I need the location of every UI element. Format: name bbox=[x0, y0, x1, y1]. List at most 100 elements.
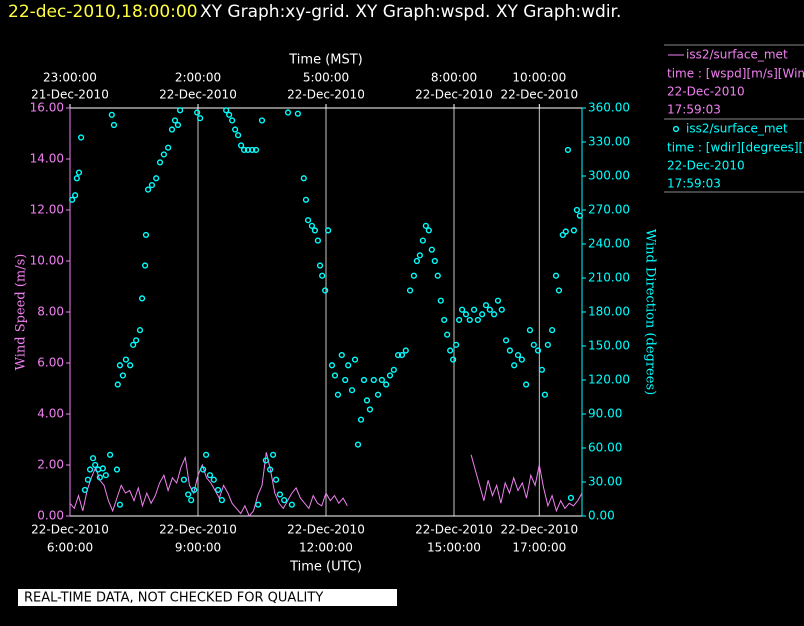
direction-point bbox=[456, 316, 463, 324]
direction-point bbox=[311, 227, 319, 234]
direction-point bbox=[171, 117, 179, 124]
direction-point bbox=[479, 311, 486, 318]
y2-tick-label: 180.00 bbox=[588, 305, 630, 319]
x2-tick-label: 22-Dec-2010 bbox=[159, 88, 237, 102]
direction-point bbox=[223, 107, 230, 114]
direction-point bbox=[308, 222, 316, 229]
direction-point bbox=[428, 246, 435, 253]
direction-point bbox=[541, 391, 548, 398]
legend-detail: 22-Dec-2010 bbox=[667, 159, 745, 173]
direction-point bbox=[366, 406, 374, 413]
direction-point bbox=[75, 169, 83, 176]
direction-point bbox=[410, 272, 417, 279]
direction-point bbox=[84, 476, 92, 483]
direction-point bbox=[322, 287, 329, 294]
direction-point bbox=[113, 466, 121, 473]
direction-point bbox=[470, 306, 478, 313]
direction-point bbox=[374, 391, 382, 398]
direction-point bbox=[269, 451, 277, 458]
x-tick-label: 12:00:00 bbox=[299, 541, 353, 555]
direction-point bbox=[390, 366, 397, 373]
x2-tick-label: 23:00:00 bbox=[43, 71, 97, 85]
direction-point bbox=[262, 457, 269, 464]
direction-point bbox=[378, 376, 385, 384]
direction-point bbox=[218, 497, 225, 504]
direction-point bbox=[116, 362, 124, 369]
y-tick-label: 4.00 bbox=[37, 407, 64, 421]
direction-point bbox=[119, 372, 127, 379]
y-axis-label: Wind Speed (m/s) bbox=[14, 254, 29, 371]
direction-point bbox=[459, 306, 466, 313]
direction-point bbox=[133, 337, 140, 344]
direction-point bbox=[99, 465, 106, 472]
y-tick-label: 0.00 bbox=[37, 509, 64, 523]
direction-point bbox=[494, 297, 502, 304]
speed-line bbox=[69, 452, 348, 517]
direction-point bbox=[252, 146, 260, 154]
x-tick-label: 22-Dec-2010 bbox=[500, 523, 578, 537]
direction-point bbox=[338, 351, 345, 359]
direction-point bbox=[114, 381, 121, 388]
direction-point bbox=[502, 337, 510, 344]
direction-point bbox=[176, 107, 184, 114]
legend-detail: time : [wspd][m/s][Wind bbox=[667, 67, 804, 81]
y2-tick-label: 30.00 bbox=[588, 475, 622, 489]
direction-point bbox=[72, 192, 79, 199]
direction-point bbox=[447, 347, 454, 354]
direction-point bbox=[573, 206, 580, 214]
direction-point bbox=[370, 376, 377, 384]
direction-point bbox=[511, 362, 518, 369]
direction-point bbox=[419, 237, 426, 244]
direction-point bbox=[130, 341, 137, 348]
direction-point bbox=[141, 262, 149, 269]
direction-point bbox=[462, 311, 470, 318]
y2-tick-label: 120.00 bbox=[588, 373, 630, 387]
footer-box bbox=[18, 589, 397, 606]
x-tick-label: 22-Dec-2010 bbox=[287, 523, 365, 537]
x2-tick-label: 22-Dec-2010 bbox=[287, 88, 365, 102]
y2-tick-label: 330.00 bbox=[588, 135, 630, 149]
direction-point bbox=[523, 381, 530, 388]
x-tick-label: 9:00:00 bbox=[175, 541, 221, 555]
direction-point bbox=[156, 159, 164, 166]
direction-point bbox=[334, 391, 342, 398]
x2-axis-label: Time (MST) bbox=[288, 53, 363, 68]
direction-point bbox=[325, 227, 332, 234]
direction-point bbox=[272, 476, 280, 483]
direction-point bbox=[526, 327, 534, 334]
direction-point bbox=[235, 132, 242, 139]
y-tick-label: 14.00 bbox=[30, 152, 64, 166]
direction-point bbox=[444, 331, 451, 338]
direction-point bbox=[474, 316, 481, 324]
direction-point bbox=[249, 146, 256, 154]
direction-point bbox=[559, 231, 566, 239]
direction-point bbox=[304, 217, 312, 224]
direction-point bbox=[342, 376, 349, 384]
direction-point bbox=[197, 115, 204, 122]
y2-tick-label: 210.00 bbox=[588, 271, 630, 285]
direction-point bbox=[174, 121, 182, 129]
direction-point bbox=[288, 501, 295, 508]
y-tick-label: 10.00 bbox=[30, 254, 64, 268]
x2-tick-label: 2:00:00 bbox=[175, 71, 221, 85]
direction-point bbox=[258, 117, 266, 124]
direction-point bbox=[300, 175, 307, 182]
direction-point bbox=[425, 227, 432, 234]
direction-point bbox=[348, 387, 356, 394]
x-tick-label: 15:00:00 bbox=[427, 541, 481, 555]
direction-point bbox=[136, 327, 144, 334]
direction-point bbox=[406, 287, 414, 294]
direction-point bbox=[431, 257, 438, 265]
direction-point bbox=[395, 351, 402, 359]
x2-tick-label: 22-Dec-2010 bbox=[415, 88, 493, 102]
y2-tick-label: 150.00 bbox=[588, 339, 630, 353]
y2-tick-label: 270.00 bbox=[588, 203, 630, 217]
direction-point bbox=[506, 347, 513, 354]
direction-point bbox=[482, 302, 490, 309]
direction-point bbox=[514, 351, 522, 359]
direction-point bbox=[191, 486, 198, 494]
direction-point bbox=[144, 186, 152, 193]
direction-point bbox=[267, 466, 274, 473]
direction-point bbox=[122, 356, 129, 363]
